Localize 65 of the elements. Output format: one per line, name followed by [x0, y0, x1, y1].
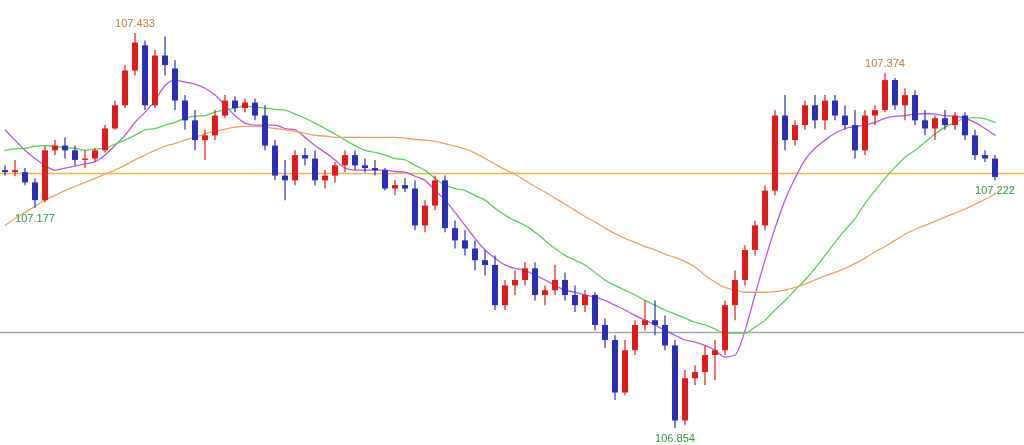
candlestick: [692, 364, 698, 386]
candlestick: [332, 161, 338, 183]
candlestick: [642, 299, 648, 332]
candlestick: [522, 261, 528, 287]
candlestick: [872, 104, 878, 126]
candlestick: [982, 149, 988, 163]
candlestick: [562, 271, 568, 302]
candlestick: [932, 114, 938, 141]
candlestick: [222, 94, 228, 119]
candlestick: [452, 220, 458, 250]
candlestick: [902, 87, 908, 121]
candlestick: [352, 149, 358, 171]
candlestick: [112, 99, 118, 131]
candlestick: [32, 177, 38, 209]
candlestick: [402, 177, 408, 193]
candlestick: [2, 164, 8, 177]
annotation: 107.374: [865, 57, 905, 70]
candlestick: [822, 94, 828, 131]
annotation: 107.177: [15, 211, 55, 224]
candlestick: [922, 109, 928, 136]
candlestick: [232, 95, 238, 113]
candlestick: [212, 109, 218, 141]
candlestick: [162, 35, 168, 76]
candlestick: [832, 94, 838, 121]
candlestick: [192, 109, 198, 151]
candlestick: [362, 157, 368, 173]
candlestick: [422, 199, 428, 233]
candlestick: [502, 279, 508, 311]
candlestick: [462, 229, 468, 256]
candlestick: [342, 149, 348, 173]
candlestick: [602, 317, 608, 349]
candlestick: [552, 264, 558, 296]
candlestick: [842, 104, 848, 131]
candlestick: [512, 269, 518, 296]
candlestick: [992, 154, 998, 181]
candlestick: [972, 129, 978, 161]
candlestick: [792, 119, 798, 147]
candlestick: [962, 111, 968, 141]
candlestick: [102, 124, 108, 153]
candlestick: [582, 289, 588, 313]
annotation: 107.222: [975, 184, 1015, 197]
candlestick: [372, 159, 378, 177]
candlestick: [812, 94, 818, 130]
candlestick: [72, 144, 78, 166]
candlestick: [572, 284, 578, 313]
candlestick: [312, 149, 318, 186]
candlestick: [242, 97, 248, 113]
candlestick: [12, 159, 18, 177]
candlestick: [182, 94, 188, 131]
candlestick: [542, 284, 548, 306]
candlestick: [302, 147, 308, 166]
candlestick: [702, 344, 708, 386]
candlestick: [652, 299, 658, 336]
candlestick: [482, 249, 488, 276]
annotation: 107.433: [115, 17, 155, 29]
candlestick: [382, 167, 388, 192]
candlestick: [252, 97, 258, 121]
candlestick: [662, 314, 668, 351]
candlestick: [802, 99, 808, 131]
candlestick: [712, 339, 718, 381]
annotation: 106.854: [655, 432, 695, 444]
candlestick: [392, 179, 398, 196]
candlestick: [942, 109, 948, 131]
candlestick: [202, 129, 208, 161]
candlestick: [472, 239, 478, 272]
